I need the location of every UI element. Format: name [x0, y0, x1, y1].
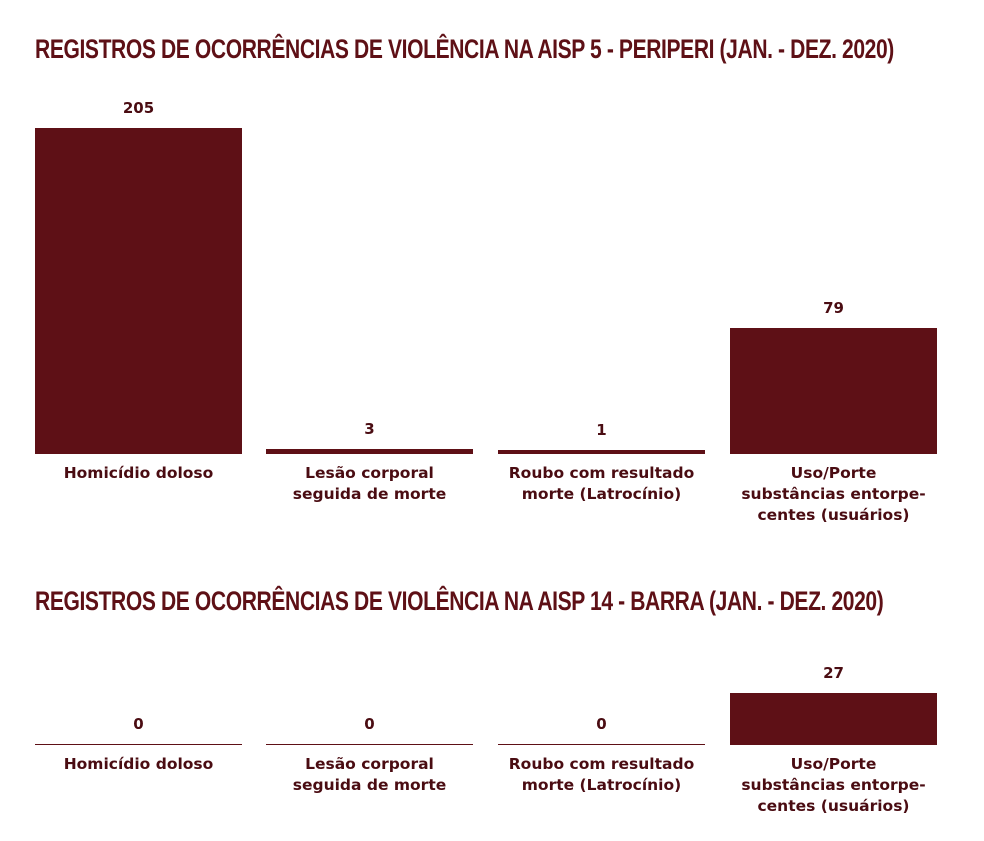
data-label-3: 0 [596, 715, 607, 733]
bar-2 [266, 449, 473, 454]
bar-4 [730, 693, 937, 745]
data-label-4: 79 [823, 299, 844, 318]
data-label-2: 0 [364, 715, 375, 733]
category-label-2: Lesão corporal seguida de morte [292, 464, 447, 503]
chart-1-title: REGISTROS DE OCORRÊNCIAS DE VIOLÊNCIA NA… [35, 34, 894, 64]
data-label-3: 1 [596, 421, 607, 439]
category-label-4: Uso/Porte substâncias entorpe- centes (u… [741, 464, 926, 524]
category-label-3: Roubo com resultado morte (Latrocínio) [508, 755, 695, 794]
category-label-1: Homicídio doloso [63, 464, 214, 482]
category-label-2: Lesão corporal seguida de morte [292, 755, 447, 794]
bar-1 [35, 744, 242, 745]
bar-1 [35, 128, 242, 454]
data-label-1: 0 [133, 715, 144, 733]
data-label-1: 205 [122, 99, 155, 117]
data-label-2: 3 [364, 420, 375, 439]
bar-2 [266, 744, 473, 745]
category-label-1: Homicídio doloso [63, 755, 214, 773]
chart-2-title: REGISTROS DE OCORRÊNCIAS DE VIOLÊNCIA NA… [35, 586, 884, 616]
category-label-4: Uso/Porte substâncias entorpe- centes (u… [741, 755, 926, 815]
data-label-4: 27 [823, 664, 844, 682]
bar-3 [498, 744, 705, 745]
bar-4 [730, 328, 937, 454]
bar-3 [498, 450, 705, 454]
category-label-3: Roubo com resultado morte (Latrocínio) [508, 464, 695, 503]
